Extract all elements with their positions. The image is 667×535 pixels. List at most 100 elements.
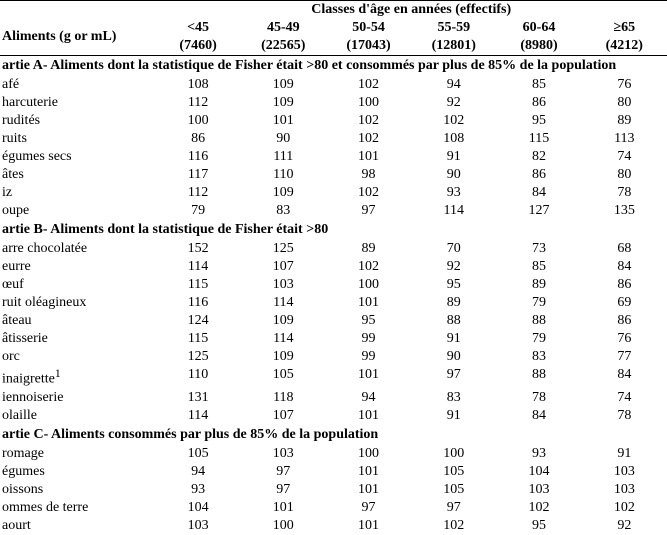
- value-cell: 90: [411, 348, 496, 366]
- value-cell: 79: [496, 294, 581, 312]
- value-cell: 80: [582, 94, 667, 112]
- age-col-n: (8980): [496, 37, 581, 56]
- value-cell: 90: [411, 166, 496, 184]
- age-group-header: Classes d'âge en années (effectifs): [155, 1, 667, 20]
- value-cell: 105: [411, 463, 496, 481]
- value-cell: 112: [155, 94, 240, 112]
- value-cell: 76: [582, 76, 667, 94]
- food-name: âteau: [0, 312, 155, 330]
- value-cell: 101: [241, 499, 326, 517]
- food-name: ruits: [0, 130, 155, 148]
- value-cell: 89: [496, 276, 581, 294]
- value-cell: 98: [326, 166, 411, 184]
- value-cell: 83: [411, 389, 496, 407]
- value-cell: 104: [155, 499, 240, 517]
- value-cell: 97: [241, 481, 326, 499]
- food-name: inaigrette1: [0, 366, 155, 389]
- age-col-n: (4212): [582, 37, 667, 56]
- food-name: oupe: [0, 202, 155, 220]
- value-cell: 125: [155, 348, 240, 366]
- value-cell: 95: [411, 276, 496, 294]
- value-cell: 97: [411, 499, 496, 517]
- value-cell: 110: [241, 166, 326, 184]
- value-cell: 92: [411, 258, 496, 276]
- food-name: eurre: [0, 258, 155, 276]
- value-cell: 94: [411, 76, 496, 94]
- value-cell: 74: [582, 389, 667, 407]
- value-cell: 113: [582, 130, 667, 148]
- food-name: œuf: [0, 276, 155, 294]
- age-col-label: 45-49: [241, 19, 326, 37]
- food-name: orc: [0, 348, 155, 366]
- value-cell: 125: [241, 240, 326, 258]
- value-cell: 117: [155, 166, 240, 184]
- value-cell: 79: [496, 330, 581, 348]
- value-cell: 91: [411, 407, 496, 425]
- value-cell: 89: [582, 112, 667, 130]
- value-cell: 101: [326, 148, 411, 166]
- value-cell: 104: [496, 463, 581, 481]
- value-cell: 80: [582, 166, 667, 184]
- value-cell: 83: [241, 202, 326, 220]
- value-cell: 101: [241, 112, 326, 130]
- value-cell: 78: [582, 407, 667, 425]
- header-spacer: [0, 1, 155, 20]
- value-cell: 84: [496, 407, 581, 425]
- value-cell: 93: [496, 445, 581, 463]
- food-name: égumes secs: [0, 148, 155, 166]
- food-name: romage: [0, 445, 155, 463]
- age-col-label: <45: [155, 19, 240, 37]
- value-cell: 101: [326, 463, 411, 481]
- value-cell: 85: [496, 76, 581, 94]
- value-cell: 118: [241, 389, 326, 407]
- value-cell: 109: [241, 312, 326, 330]
- value-cell: 102: [326, 184, 411, 202]
- value-cell: 152: [155, 240, 240, 258]
- value-cell: 92: [411, 94, 496, 112]
- value-cell: 95: [496, 517, 581, 535]
- value-cell: 100: [326, 276, 411, 294]
- value-cell: 116: [155, 294, 240, 312]
- value-cell: 88: [496, 312, 581, 330]
- value-cell: 114: [241, 330, 326, 348]
- value-cell: 69: [582, 294, 667, 312]
- value-cell: 86: [582, 312, 667, 330]
- value-cell: 114: [241, 294, 326, 312]
- value-cell: 111: [241, 148, 326, 166]
- value-cell: 135: [582, 202, 667, 220]
- value-cell: 76: [582, 330, 667, 348]
- value-cell: 78: [582, 184, 667, 202]
- value-cell: 105: [241, 366, 326, 389]
- value-cell: 99: [326, 348, 411, 366]
- food-name: arre chocolatée: [0, 240, 155, 258]
- food-name: égumes: [0, 463, 155, 481]
- value-cell: 109: [241, 94, 326, 112]
- value-cell: 103: [582, 463, 667, 481]
- food-name: iennoiserie: [0, 389, 155, 407]
- row-header: Aliments (g or mL): [0, 19, 155, 56]
- value-cell: 73: [496, 240, 581, 258]
- value-cell: 92: [582, 517, 667, 535]
- food-name: oissons: [0, 481, 155, 499]
- value-cell: 91: [582, 445, 667, 463]
- value-cell: 86: [155, 130, 240, 148]
- value-cell: 103: [155, 517, 240, 535]
- value-cell: 102: [582, 499, 667, 517]
- value-cell: 101: [326, 517, 411, 535]
- value-cell: 84: [496, 184, 581, 202]
- value-cell: 100: [241, 517, 326, 535]
- value-cell: 93: [155, 481, 240, 499]
- value-cell: 85: [496, 258, 581, 276]
- value-cell: 102: [326, 258, 411, 276]
- value-cell: 115: [496, 130, 581, 148]
- value-cell: 101: [326, 481, 411, 499]
- value-cell: 102: [326, 112, 411, 130]
- value-cell: 101: [326, 294, 411, 312]
- food-name: ruit oléagineux: [0, 294, 155, 312]
- value-cell: 124: [155, 312, 240, 330]
- food-name: ommes de terre: [0, 499, 155, 517]
- value-cell: 116: [155, 148, 240, 166]
- value-cell: 115: [155, 330, 240, 348]
- value-cell: 74: [582, 148, 667, 166]
- value-cell: 95: [326, 312, 411, 330]
